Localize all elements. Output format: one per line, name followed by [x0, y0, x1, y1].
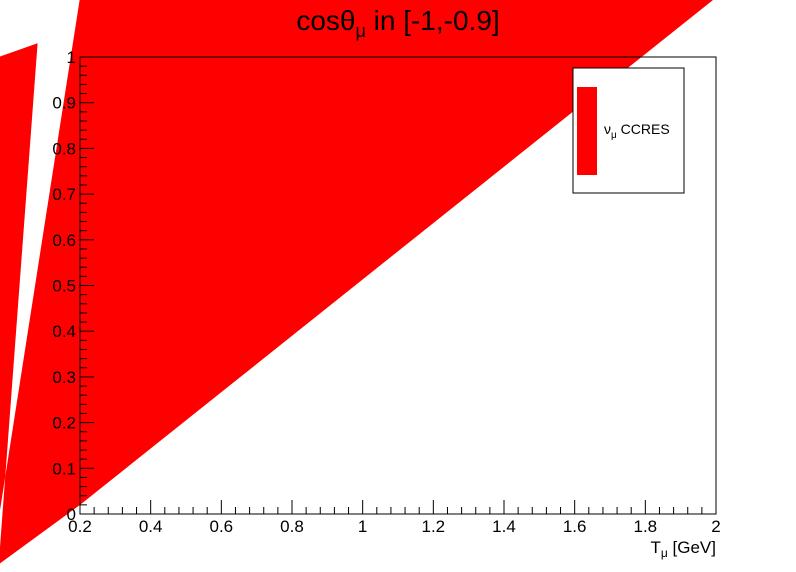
chart-title: cosθμ in [-1,-0.9] — [296, 5, 499, 41]
legend-swatch-ccres — [577, 87, 597, 175]
y-tick-label: 0.5 — [52, 277, 76, 296]
series-area-ccres — [0, 0, 713, 564]
x-tick-label: 1.8 — [634, 517, 658, 536]
x-tick-label: 0.2 — [68, 517, 92, 536]
y-tick-label: 0.8 — [52, 139, 76, 158]
legend: νμ CCRES — [572, 67, 685, 194]
legend-entry-ccres: νμ CCRES — [604, 121, 670, 141]
y-tick-label: 0.4 — [52, 322, 76, 341]
x-tick-label: 1.2 — [422, 517, 446, 536]
series-layer — [0, 0, 713, 564]
axis-ticks — [79, 56, 717, 515]
y-tick-label: 0.2 — [52, 414, 76, 433]
tick-labels: 0.2 0.4 0.6 0.8 1 1.2 1.4 1.6 1.8 2 0 0.1 0.2 0.3 0.4 0… — [52, 48, 720, 536]
y-tick-label: 0.7 — [52, 185, 76, 204]
x-tick-label: 2 — [711, 517, 720, 536]
y-tick-label: 0 — [67, 505, 76, 524]
x-tick-label: 1 — [358, 517, 367, 536]
x-tick-label: 1.4 — [492, 517, 516, 536]
x-tick-label: 0.6 — [210, 517, 234, 536]
y-tick-label: 1 — [67, 48, 76, 67]
y-tick-label: 0.6 — [52, 231, 76, 250]
x-tick-label: 0.4 — [139, 517, 163, 536]
y-tick-label: 0.9 — [52, 94, 76, 113]
y-tick-label: 0.1 — [52, 459, 76, 478]
y-tick-label: 0.3 — [52, 368, 76, 387]
x-tick-label: 1.6 — [563, 517, 587, 536]
x-tick-label: 0.8 — [280, 517, 304, 536]
x-axis-title: Tμ [GeV] — [651, 538, 717, 560]
